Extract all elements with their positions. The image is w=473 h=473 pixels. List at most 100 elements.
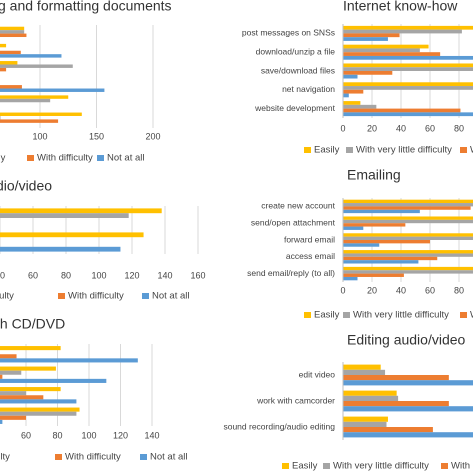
- chart-title: dio/video: [0, 178, 52, 194]
- legend-label: Easily: [0, 153, 6, 164]
- bar: [0, 374, 3, 379]
- bar: [0, 354, 17, 359]
- x-tick-label: 100: [81, 430, 96, 440]
- bar: [0, 112, 82, 116]
- legend-swatch: [346, 147, 353, 153]
- legend-label: Easily: [314, 310, 340, 321]
- bar: [343, 29, 462, 34]
- chart-title: Editing audio/video: [347, 332, 466, 348]
- bar: [0, 370, 22, 375]
- x-tick-label: 80: [454, 285, 464, 295]
- chart-title: g and formatting documents: [0, 0, 172, 14]
- bar: [343, 74, 358, 79]
- bar: [0, 399, 77, 404]
- bar: [343, 63, 473, 68]
- legend-label: With very little difficulty: [356, 145, 452, 156]
- bar: [343, 209, 420, 214]
- legend-label: Easily: [314, 145, 340, 156]
- x-tick-label: 60: [425, 285, 435, 295]
- x-tick-label: 20: [367, 123, 377, 133]
- category-label: edit video: [299, 369, 336, 379]
- bar: [0, 26, 25, 31]
- bar: [343, 432, 473, 438]
- legend-label: Easily: [292, 461, 318, 472]
- legend-label: With difficulty: [451, 461, 473, 472]
- bar: [0, 95, 69, 99]
- bar: [0, 67, 7, 72]
- bar: [0, 387, 61, 392]
- legend-label: Not at all: [152, 291, 190, 302]
- bar: [0, 407, 80, 412]
- legend-swatch: [343, 312, 350, 318]
- bar: [343, 226, 364, 230]
- bar: [343, 390, 397, 396]
- bar: [343, 364, 381, 370]
- bar: [0, 85, 22, 89]
- bar: [343, 260, 419, 264]
- legend-swatch: [304, 147, 311, 153]
- category-label: website development: [254, 103, 335, 113]
- bar: [343, 369, 386, 375]
- legend-label: With difficulty: [37, 153, 93, 164]
- bar: [343, 199, 473, 204]
- bar: [343, 206, 471, 210]
- bar: [343, 276, 358, 281]
- legend-swatch: [142, 293, 149, 299]
- bar: [343, 219, 473, 224]
- x-tick-label: 100: [32, 131, 47, 141]
- bar: [343, 86, 473, 90]
- bar: [343, 33, 400, 38]
- bar: [0, 358, 138, 363]
- legend-swatch: [323, 463, 330, 469]
- category-label: save/download files: [261, 65, 335, 75]
- legend-swatch: [460, 312, 467, 318]
- bar: [343, 427, 433, 433]
- bar: [343, 380, 473, 386]
- legend-swatch: [304, 312, 311, 318]
- x-tick-label: 0: [340, 123, 345, 133]
- legend-label: With difficulty: [65, 452, 121, 463]
- bar: [0, 30, 25, 34]
- bar: [0, 395, 44, 400]
- bar: [343, 25, 473, 30]
- bar: [0, 213, 129, 218]
- bar: [0, 33, 27, 38]
- bar: [343, 253, 473, 257]
- legend-swatch: [97, 155, 104, 161]
- bar: [0, 43, 7, 48]
- x-tick-label: 140: [144, 430, 159, 440]
- bar: [343, 240, 430, 244]
- bar: [343, 273, 404, 277]
- bar: [0, 415, 26, 420]
- bar: [343, 270, 473, 274]
- legend-label: With very little difficulty: [0, 291, 14, 302]
- x-tick-label: 40: [396, 123, 406, 133]
- chart-title: Internet know-how: [343, 0, 458, 14]
- x-tick-label: 200: [145, 131, 160, 141]
- bar: [343, 48, 420, 53]
- legend-label: Not at all: [107, 153, 145, 164]
- bar: [0, 61, 18, 65]
- bar: [343, 55, 473, 60]
- legend-swatch: [460, 147, 467, 153]
- bar: [0, 346, 61, 351]
- bar: [343, 203, 473, 207]
- bar: [343, 216, 473, 220]
- bar: [343, 71, 393, 75]
- legend-label: With difficulty: [470, 310, 473, 321]
- category-label: post messages on SNSs: [242, 28, 335, 38]
- bar: [0, 50, 21, 55]
- x-tick-label: 100: [91, 270, 106, 280]
- bar: [343, 233, 473, 237]
- legend-swatch: [282, 463, 289, 469]
- x-tick-label: 0: [340, 285, 345, 295]
- legend-swatch: [27, 155, 34, 161]
- bar: [0, 208, 162, 214]
- legend-swatch: [441, 463, 448, 469]
- category-label: send email/reply (to all): [247, 268, 335, 278]
- x-tick-label: 60: [21, 430, 31, 440]
- x-tick-label: 80: [52, 430, 62, 440]
- bar: [0, 419, 3, 424]
- x-tick-label: 60: [28, 270, 38, 280]
- category-label: access email: [286, 251, 335, 261]
